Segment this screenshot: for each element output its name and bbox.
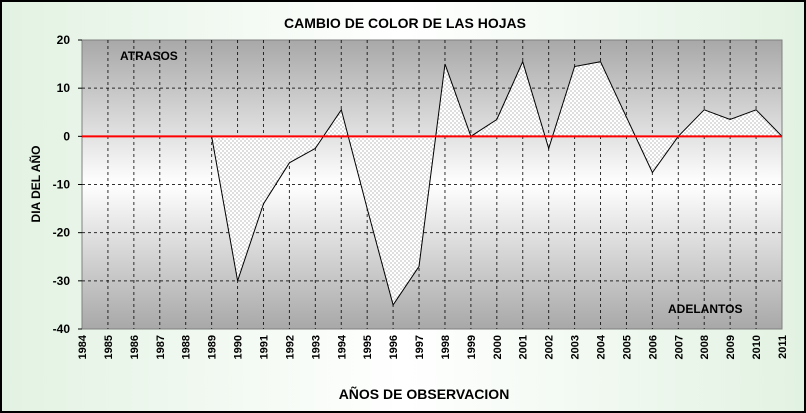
annotation-lower: ADELANTOS: [668, 302, 742, 316]
annotation-upper: ATRASOS: [120, 49, 178, 63]
y-axis-ticks: 20 10 0 -10 -20 -30 -40: [53, 33, 82, 336]
x-tick-label: 2000: [492, 335, 504, 359]
x-axis-ticks: 1984 1985 1986 1987 1988 1989 1990 1991 1992 1993…: [77, 334, 789, 359]
y-axis-label: DIA DEL AÑO: [28, 146, 43, 223]
x-tick-label: 1985: [103, 335, 115, 359]
x-tick-label: 1998: [440, 335, 452, 359]
x-tick-label: 1988: [181, 335, 193, 359]
x-tick-label: 1996: [388, 335, 400, 359]
x-tick-label: 2006: [647, 335, 659, 359]
x-tick-label: 1993: [310, 335, 322, 359]
x-tick-label: 2010: [751, 335, 763, 359]
x-tick-label: 2011: [777, 335, 789, 359]
x-tick-label: 1991: [258, 335, 270, 359]
y-tick-label: 20: [57, 33, 71, 47]
y-tick-label: -20: [53, 226, 71, 240]
x-tick-label: 1989: [207, 335, 219, 359]
x-tick-label: 1990: [233, 335, 245, 359]
x-tick-label: 2005: [621, 335, 633, 359]
x-tick-label: 2004: [596, 334, 608, 359]
x-tick-label: 1995: [362, 335, 374, 359]
y-tick-label: -10: [53, 178, 71, 192]
x-tick-label: 2007: [673, 335, 685, 359]
x-tick-label: 2002: [544, 335, 556, 359]
chart-title: CAMBIO DE COLOR DE LAS HOJAS: [284, 15, 526, 31]
x-tick-label: 1997: [414, 335, 426, 359]
x-tick-label: 1992: [284, 335, 296, 359]
x-tick-label: 2003: [570, 335, 582, 359]
y-tick-label: -30: [53, 274, 71, 288]
x-tick-label: 2001: [518, 335, 530, 359]
series-area: [82, 61, 782, 305]
x-tick-label: 2009: [725, 335, 737, 359]
y-tick-label: -40: [53, 322, 71, 336]
x-tick-label: 1986: [129, 335, 141, 359]
x-tick-label: 1994: [336, 334, 348, 359]
y-tick-label: 10: [57, 81, 71, 95]
x-tick-label: 1987: [155, 335, 167, 359]
y-tick-label: 0: [63, 129, 70, 143]
x-axis-label: AÑOS DE OBSERVACION: [339, 385, 510, 402]
x-tick-label: 1999: [466, 335, 478, 359]
x-tick-label: 2008: [699, 335, 711, 359]
x-tick-label: 1984: [77, 334, 89, 359]
